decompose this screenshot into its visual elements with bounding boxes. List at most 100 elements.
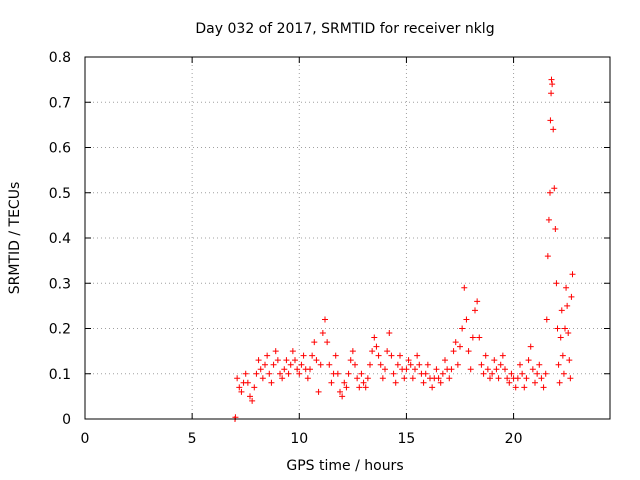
data-point [354,375,361,382]
data-point [497,361,504,368]
data-point [347,357,354,364]
y-tick-label: 0.1 [49,367,71,383]
data-point [414,352,421,359]
data-point [422,370,429,377]
data-point [379,375,386,382]
data-point [309,352,316,359]
data-point [465,348,472,355]
data-point [384,348,391,355]
y-tick-label: 0.7 [49,95,71,111]
data-point [388,352,395,359]
data-point [564,302,571,309]
data-point [550,126,557,133]
data-point [264,352,271,359]
y-tick-label: 0.8 [49,50,71,66]
data-point [442,357,448,364]
data-point [547,189,553,196]
data-point [560,370,567,377]
data-point [234,375,241,382]
data-point [253,370,260,377]
data-point [527,343,534,350]
data-point [311,339,318,346]
data-point [369,348,376,355]
data-point [317,361,324,368]
data-point [236,384,243,391]
data-point [454,361,461,368]
y-tick-label: 0.5 [49,186,71,202]
data-point [403,366,410,373]
data-point [568,293,575,300]
data-point [484,366,491,373]
data-point [405,357,412,364]
data-point [538,375,545,382]
data-point [545,216,552,223]
data-point [283,357,290,364]
data-point [480,370,487,377]
data-point [332,352,339,359]
y-tick-label: 0 [62,412,71,428]
data-point [242,370,249,377]
data-point [319,330,326,337]
data-point [502,366,508,373]
data-point [552,225,559,232]
data-point [262,361,268,368]
data-point [277,370,283,377]
data-point [461,284,468,291]
x-tick-label: 20 [505,431,523,447]
data-point [339,393,346,400]
data-point [249,397,256,404]
data-point [352,361,358,368]
data-point [562,325,568,332]
data-point [439,370,446,377]
data-points [232,76,576,422]
data-point [324,339,331,346]
data-point [469,334,476,341]
data-point [532,379,538,386]
data-point [394,361,401,368]
data-point [553,280,560,287]
data-point [525,357,532,364]
data-point [392,379,399,386]
data-point [294,366,301,373]
data-point [409,375,416,382]
data-point [476,334,483,341]
data-point [450,348,457,355]
data-point [270,361,277,368]
plot-frame [84,56,611,420]
data-point [482,352,489,359]
data-point [298,361,305,368]
data-point [565,330,572,337]
data-point [459,325,466,332]
y-tick-label: 0.4 [49,231,71,247]
data-point [307,366,313,373]
data-point [285,370,292,377]
data-point [519,370,526,377]
data-point [247,393,253,400]
data-point [367,361,373,368]
data-point [558,307,565,314]
x-tick-label: 10 [290,431,308,447]
data-point [238,388,245,395]
data-point [429,384,436,391]
data-point [328,379,335,386]
x-axis-label: GPS time / hours [286,458,403,474]
data-point [424,361,431,368]
data-point [259,375,266,382]
data-point [371,334,378,341]
data-point [343,384,350,391]
data-point [390,370,397,377]
data-point [487,375,493,382]
y-axis-label: SRMTID / TECUs [7,182,23,295]
data-point [493,366,500,373]
data-point [251,384,258,391]
data-point [268,379,275,386]
data-point [467,366,474,373]
x-tick-label: 0 [81,431,90,447]
data-point [345,370,352,377]
data-point [543,316,550,323]
data-point [274,357,281,364]
y-tick-label: 0.6 [49,141,71,157]
data-point [504,375,511,382]
data-point [554,325,561,332]
